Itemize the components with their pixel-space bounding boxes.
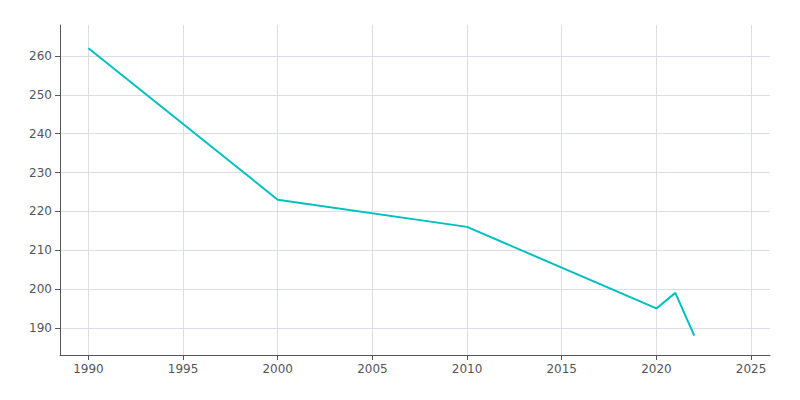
svg-text:220: 220: [29, 204, 52, 218]
svg-text:1995: 1995: [168, 362, 199, 376]
svg-text:2000: 2000: [262, 362, 293, 376]
svg-text:250: 250: [29, 88, 52, 102]
svg-text:2020: 2020: [641, 362, 672, 376]
svg-text:210: 210: [29, 243, 52, 257]
svg-text:190: 190: [29, 321, 52, 335]
svg-text:2015: 2015: [546, 362, 577, 376]
svg-text:200: 200: [29, 282, 52, 296]
svg-text:2005: 2005: [357, 362, 388, 376]
svg-text:240: 240: [29, 127, 52, 141]
svg-text:2025: 2025: [736, 362, 767, 376]
svg-text:1990: 1990: [73, 362, 104, 376]
svg-text:230: 230: [29, 166, 52, 180]
svg-text:2010: 2010: [452, 362, 483, 376]
svg-text:260: 260: [29, 49, 52, 63]
